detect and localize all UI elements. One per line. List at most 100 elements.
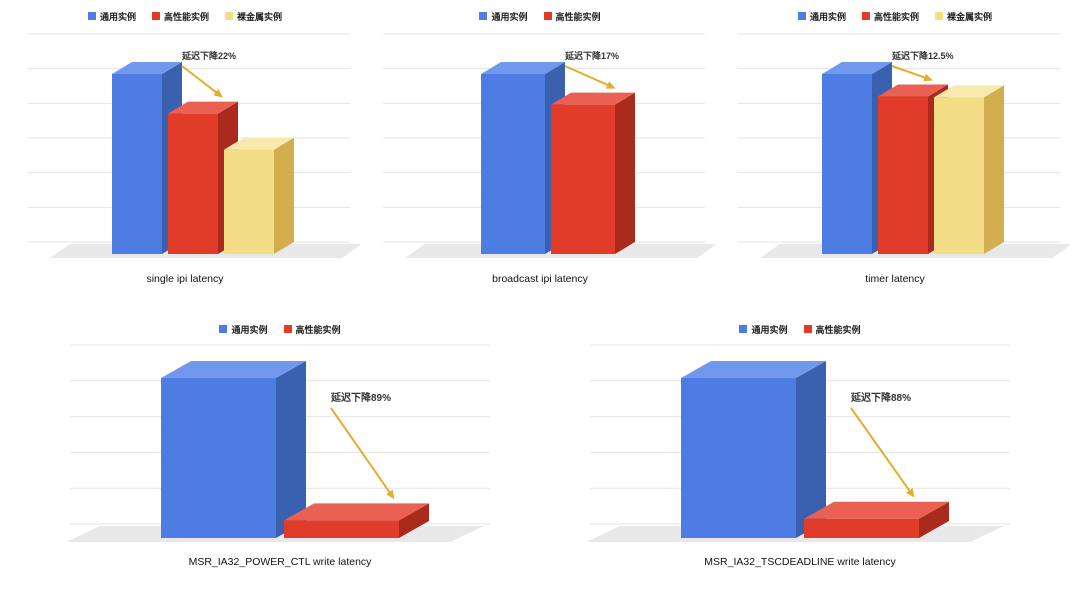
plot-area: 延迟下降12.5% <box>720 26 1072 271</box>
legend-label: 通用实例 <box>491 11 528 22</box>
chart-canvas: 延迟下降89% <box>66 344 490 542</box>
plot-area: 延迟下降89% <box>60 339 500 554</box>
blue-swatch-icon <box>797 12 806 20</box>
bar-top-blue <box>161 361 306 378</box>
trend-arrow-head-icon <box>906 488 915 498</box>
chart-title: single ipi latency <box>146 273 224 285</box>
legend-item: 高性能实例 <box>543 10 601 23</box>
legend-label: 高性能实例 <box>873 11 919 22</box>
legend-label: 通用实例 <box>231 324 268 335</box>
trend-arrow-shaft <box>330 407 391 494</box>
trend-arrow-shaft <box>891 65 926 79</box>
bar-side-red <box>615 92 635 254</box>
trend-arrow-head-icon <box>386 489 395 500</box>
legend: 通用实例 高性能实例 <box>60 321 500 337</box>
legend-label: 通用实例 <box>99 11 136 22</box>
chart-timer-latency: 通用实例 高性能实例 裸金属实例 延迟下降12.5% timer latency <box>720 8 1072 285</box>
legend-label: 高性能实例 <box>555 11 601 22</box>
bar-blue <box>161 378 276 538</box>
bar-top-yellow <box>934 85 1004 98</box>
red-swatch-icon <box>861 12 870 20</box>
legend: 通用实例 高性能实例 裸金属实例 <box>720 8 1070 24</box>
legend-item: 高性能实例 <box>283 323 341 336</box>
legend-label: 通用实例 <box>751 324 788 335</box>
legend-label: 高性能实例 <box>815 324 861 335</box>
annotation-text: 延迟下降88% <box>850 391 911 404</box>
yellow-swatch-icon <box>225 12 233 20</box>
legend-item: 通用实例 <box>219 323 268 336</box>
chart-title: broadcast ipi latency <box>492 273 588 285</box>
chart-canvas: 延迟下降88% <box>586 344 1010 542</box>
annotation-text: 延迟下降89% <box>330 391 391 404</box>
chart-msr-power-ctl-write-latency: 通用实例 高性能实例 延迟下降89% MSR_IA32_POWER_CTL wri… <box>60 321 500 568</box>
bar-red <box>551 104 615 254</box>
blue-swatch-icon <box>739 325 748 333</box>
plot-area: 延迟下降88% <box>580 339 1020 554</box>
chart-canvas: 延迟下降17% <box>383 33 717 258</box>
trend-arrow-head-icon <box>923 73 933 82</box>
bar-side-yellow <box>984 85 1004 255</box>
chart-row-1: 通用实例 高性能实例 裸金属实例 延迟下降22% single ipi latenc… <box>0 8 1080 285</box>
bar-yellow <box>934 97 984 255</box>
bar-yellow <box>224 149 274 254</box>
bar-side-yellow <box>274 137 294 254</box>
legend: 通用实例 高性能实例 <box>580 321 1020 337</box>
bar-side-red <box>399 503 429 538</box>
bar-top-blue <box>822 62 892 74</box>
plot-area: 延迟下降22% <box>10 26 362 271</box>
bar-blue <box>681 378 796 538</box>
red-swatch-icon <box>543 12 552 20</box>
legend-item: 通用实例 <box>87 10 136 23</box>
chart-title: timer latency <box>865 273 925 285</box>
legend-label: 高性能实例 <box>295 324 341 335</box>
bar-top-red <box>168 101 238 114</box>
legend-item: 裸金属实例 <box>935 10 992 23</box>
legend-item: 高性能实例 <box>803 323 861 336</box>
trend-arrow-head-icon <box>605 81 616 89</box>
legend-label: 高性能实例 <box>163 11 209 22</box>
bar-blue <box>822 74 872 254</box>
chart-broadcast-ipi-latency: 通用实例 高性能实例 延迟下降17% broadcast ipi latency <box>365 8 717 285</box>
bar-top-blue <box>481 62 565 74</box>
red-swatch-icon <box>283 325 292 333</box>
chart-title: MSR_IA32_POWER_CTL write latency <box>188 556 372 568</box>
bar-red <box>168 113 218 254</box>
red-swatch-icon <box>151 12 160 20</box>
plot-area: 延迟下降17% <box>365 26 717 271</box>
bar-blue <box>481 74 545 254</box>
bar-side-blue <box>796 361 826 538</box>
chart-single-ipi-latency: 通用实例 高性能实例 裸金属实例 延迟下降22% single ipi latenc… <box>10 8 362 285</box>
bar-top-yellow <box>224 137 294 150</box>
blue-swatch-icon <box>87 12 96 20</box>
legend-label: 通用实例 <box>809 11 846 22</box>
chart-msr-tscdeadline-write-latency: 通用实例 高性能实例 延迟下降88% MSR_IA32_TSCDEADLINE w… <box>580 321 1020 568</box>
bar-top-red <box>284 503 429 521</box>
chart-canvas: 延迟下降12.5% <box>738 33 1072 258</box>
bar-top-red <box>804 501 949 519</box>
bar-top-blue <box>112 62 182 74</box>
legend-item: 通用实例 <box>797 10 846 23</box>
bar-top-red <box>878 84 948 97</box>
bar-side-blue <box>276 361 306 538</box>
legend-item: 通用实例 <box>739 323 788 336</box>
bar-top-blue <box>681 361 826 378</box>
bar-side-red <box>919 501 949 538</box>
annotation-text: 延迟下降12.5% <box>891 50 954 61</box>
annotation-text: 延迟下降17% <box>564 50 619 61</box>
chart-row-2: 通用实例 高性能实例 延迟下降89% MSR_IA32_POWER_CTL wri… <box>0 321 1080 568</box>
blue-swatch-icon <box>219 325 228 333</box>
chart-title: MSR_IA32_TSCDEADLINE write latency <box>704 556 896 568</box>
annotation-text: 延迟下降22% <box>181 50 236 61</box>
legend-item: 高性能实例 <box>861 10 919 23</box>
legend: 通用实例 高性能实例 裸金属实例 <box>10 8 360 24</box>
trend-arrow-shaft <box>850 407 911 492</box>
trend-arrow-shaft <box>564 65 609 87</box>
bar-top-red <box>551 92 635 105</box>
blue-swatch-icon <box>479 12 488 20</box>
bar-red <box>878 96 928 254</box>
trend-arrow-shaft <box>181 65 218 94</box>
legend-label: 裸金属实例 <box>947 11 993 22</box>
bar-red <box>804 518 919 538</box>
yellow-swatch-icon <box>935 12 943 20</box>
